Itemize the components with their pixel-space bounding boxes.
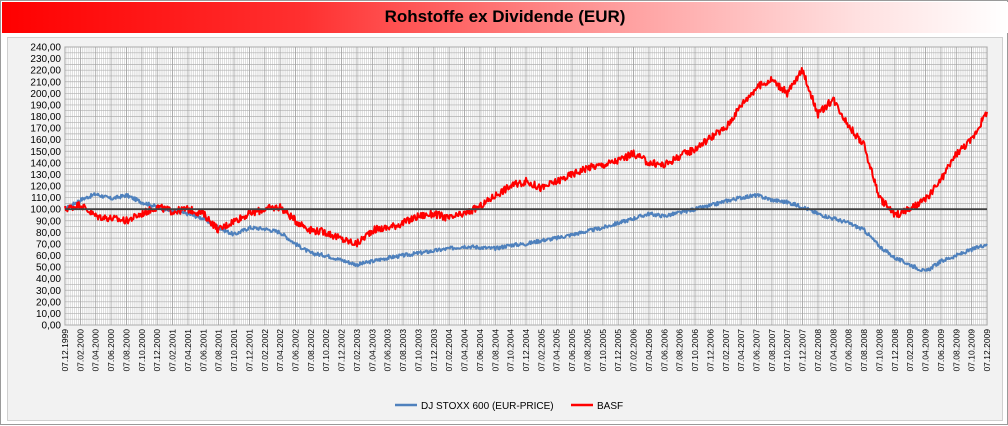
y-tick-label: 200,00 (30, 89, 61, 100)
y-tick-label: 210,00 (30, 77, 61, 88)
x-tick-label: 07.08.2006 (675, 329, 685, 372)
y-tick-label: 150,00 (30, 147, 61, 158)
x-tick-label: 07.12.2005 (613, 329, 623, 372)
x-tick-label: 07.02.2002 (260, 329, 270, 372)
x-tick-label: 07.02.2000 (75, 329, 85, 372)
x-tick-label: 07.10.2000 (137, 329, 147, 372)
chart-title: Rohstoffe ex Dividende (EUR) (384, 7, 626, 26)
x-tick-label: 07.10.2007 (782, 329, 792, 372)
x-tick-label: 07.12.2003 (429, 329, 439, 372)
x-tick-label: 07.08.2000 (121, 329, 131, 372)
x-tick-label: 07.12.2006 (705, 329, 715, 372)
x-tick-label: 07.02.2004 (444, 329, 454, 372)
x-tick-label: 07.10.2001 (229, 329, 239, 372)
y-tick-label: 190,00 (30, 100, 61, 111)
y-tick-label: 220,00 (30, 66, 61, 77)
x-tick-label: 07.04.2004 (460, 329, 470, 372)
y-tick-label: 40,00 (36, 274, 61, 285)
y-tick-label: 80,00 (36, 228, 61, 239)
x-tick-label: 07.04.2000 (91, 329, 101, 372)
title-bar: Rohstoffe ex Dividende (EUR) (2, 2, 1008, 33)
x-tick-label: 07.10.2004 (506, 329, 516, 372)
y-tick-label: 140,00 (30, 158, 61, 169)
y-tick-label: 70,00 (36, 239, 61, 250)
x-tick-label: 07.12.2009 (982, 329, 992, 372)
x-tick-label: 07.04.2005 (552, 329, 562, 372)
x-tick-label: 07.08.2003 (398, 329, 408, 372)
x-tick-label: 07.08.2008 (859, 329, 869, 372)
x-tick-label: 07.08.2002 (306, 329, 316, 372)
x-tick-label: 07.12.2000 (152, 329, 162, 372)
x-tick-label: 07.10.2002 (321, 329, 331, 372)
x-tick-label: 07.10.2005 (598, 329, 608, 372)
y-tick-label: 180,00 (30, 112, 61, 123)
x-tick-label: 07.06.2005 (567, 329, 577, 372)
y-tick-label: 60,00 (36, 251, 61, 262)
legend-label: DJ STOXX 600 (EUR-PRICE) (421, 401, 554, 412)
x-tick-label: 07.06.2003 (383, 329, 393, 372)
y-tick-label: 50,00 (36, 263, 61, 274)
x-tick-label: 07.02.2006 (629, 329, 639, 372)
x-tick-label: 07.04.2007 (736, 329, 746, 372)
x-tick-label: 07.04.2003 (367, 329, 377, 372)
x-tick-label: 07.06.2001 (198, 329, 208, 372)
x-tick-label: 07.02.2001 (168, 329, 178, 372)
x-tick-label: 07.12.2001 (244, 329, 254, 372)
x-tick-label: 07.06.2007 (752, 329, 762, 372)
x-tick-label: 07.06.2006 (659, 329, 669, 372)
x-tick-label: 07.10.2008 (874, 329, 884, 372)
y-tick-label: 240,00 (30, 43, 61, 54)
y-tick-label: 20,00 (36, 297, 61, 308)
x-tick-label: 07.04.2008 (828, 329, 838, 372)
x-tick-label: 07.10.2003 (413, 329, 423, 372)
x-tick-label: 07.02.2009 (905, 329, 915, 372)
x-tick-label: 07.08.2004 (490, 329, 500, 372)
y-tick-label: 10,00 (36, 309, 61, 320)
y-tick-label: 160,00 (30, 135, 61, 146)
y-tick-label: 90,00 (36, 216, 61, 227)
x-tick-label: 07.04.2006 (644, 329, 654, 372)
y-tick-label: 230,00 (30, 54, 61, 65)
x-tick-label: 07.12.2004 (521, 329, 531, 372)
x-tick-label: 07.08.2001 (214, 329, 224, 372)
x-tick-label: 07.04.2002 (275, 329, 285, 372)
x-tick-label: 07.02.2003 (352, 329, 362, 372)
x-tick-label: 07.02.2005 (536, 329, 546, 372)
x-tick-label: 07.12.2007 (798, 329, 808, 372)
x-tick-label: 07.06.2009 (936, 329, 946, 372)
series-line-basf (64, 67, 988, 248)
x-tick-label: 07.10.2009 (967, 329, 977, 372)
x-tick-label: 07.04.2009 (921, 329, 931, 372)
y-tick-label: 110,00 (31, 193, 61, 204)
x-tick-label: 07.12.2002 (337, 329, 347, 372)
y-tick-label: 100,00 (30, 205, 61, 216)
x-tick-label: 07.02.2007 (721, 329, 731, 372)
x-tick-label: 07.08.2009 (951, 329, 961, 372)
y-tick-label: 0,00 (42, 321, 62, 332)
x-tick-label: 07.08.2007 (767, 329, 777, 372)
x-tick-label: 07.06.2004 (475, 329, 485, 372)
y-tick-label: 120,00 (30, 182, 61, 193)
x-tick-label: 07.02.2008 (813, 329, 823, 372)
y-tick-label: 30,00 (36, 286, 61, 297)
y-tick-label: 130,00 (30, 170, 61, 181)
x-tick-label: 07.06.2002 (291, 329, 301, 372)
x-tick-label: 07.08.2005 (582, 329, 592, 372)
x-tick-label: 07.04.2001 (183, 329, 193, 372)
x-tick-label: 07.06.2008 (844, 329, 854, 372)
legend-label: BASF (597, 401, 623, 412)
y-tick-label: 170,00 (30, 124, 61, 135)
x-tick-label: 07.10.2006 (690, 329, 700, 372)
x-tick-label: 07.12.1999 (60, 329, 70, 372)
x-tick-label: 07.06.2000 (106, 329, 116, 372)
x-tick-label: 07.12.2008 (890, 329, 900, 372)
